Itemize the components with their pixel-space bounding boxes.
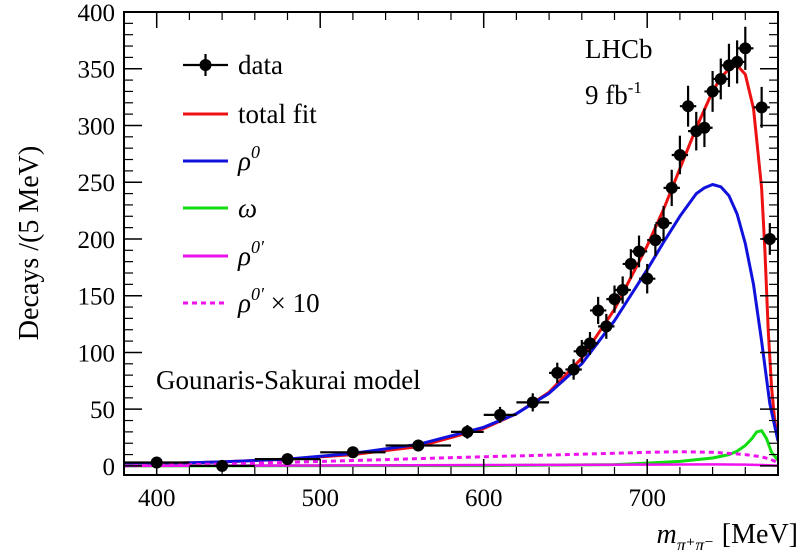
y-tick-label: 0 xyxy=(103,454,116,481)
data-point-marker xyxy=(216,459,229,472)
x-tick-label: 600 xyxy=(465,485,503,512)
data-point-marker xyxy=(608,293,621,306)
data-point xyxy=(704,71,721,112)
legend-label: ρ0 xyxy=(237,142,260,176)
data-point xyxy=(589,296,607,325)
data-point-marker xyxy=(592,304,605,317)
data-point-marker xyxy=(714,72,727,85)
data-point xyxy=(696,108,713,148)
data-point-marker xyxy=(346,446,359,459)
data-point-marker xyxy=(494,408,507,421)
data-point xyxy=(254,453,321,466)
series-rhoprime10-line xyxy=(124,450,778,468)
legend-symbol-marker xyxy=(199,59,212,71)
data-point-marker xyxy=(624,257,637,270)
series-rho-line xyxy=(124,183,778,467)
legend-item-rhoprime: ρ0′ xyxy=(183,237,265,271)
data-point xyxy=(647,224,664,256)
legend: data total fit ρ0 ω ρ0′ ρ0′ × 10 xyxy=(183,50,320,318)
data-point xyxy=(189,459,255,472)
data-point-marker xyxy=(281,453,294,466)
y-tick-label: 200 xyxy=(78,227,116,254)
x-axis-title: mπ⁺π⁻ [MeV] xyxy=(657,519,798,550)
data-point xyxy=(320,446,386,459)
data-point xyxy=(679,85,697,127)
data-point xyxy=(671,135,689,175)
experiment-label: LHCb xyxy=(585,34,653,64)
data-point xyxy=(565,359,582,380)
data-points xyxy=(124,26,778,472)
legend-label: ρ0′ xyxy=(237,237,265,271)
legend-label: data xyxy=(238,50,283,80)
data-point-marker xyxy=(673,148,686,161)
data-point-marker xyxy=(706,85,719,98)
y-axis-title: Decays /(5 MeV) xyxy=(14,146,45,340)
model-label: Gounaris-Sakurai model xyxy=(156,365,421,395)
legend-label: ω xyxy=(238,193,257,223)
y-tick-label: 400 xyxy=(78,0,116,27)
luminosity-label: 9 fb-1 xyxy=(585,78,642,110)
data-point xyxy=(385,439,451,452)
data-point-marker xyxy=(731,55,744,68)
legend-label: total fit xyxy=(238,99,317,129)
data-point-marker xyxy=(698,121,711,134)
data-point-marker xyxy=(616,284,629,297)
data-point-marker xyxy=(583,337,596,350)
data-point xyxy=(549,362,566,384)
data-point-marker xyxy=(649,234,662,247)
data-point xyxy=(516,393,550,412)
series-rhoprime-line xyxy=(124,463,778,468)
data-point xyxy=(483,406,517,423)
data-point xyxy=(630,235,648,268)
data-point xyxy=(622,249,640,279)
data-point-marker xyxy=(682,100,695,113)
legend-item-data: data xyxy=(183,50,283,80)
data-point-marker xyxy=(551,366,564,379)
data-point-marker xyxy=(739,42,752,55)
data-point-marker xyxy=(657,217,670,230)
data-point-marker xyxy=(665,181,678,194)
legend-item-rho: ρ0 xyxy=(183,142,260,176)
legend-item-total: total fit xyxy=(183,99,317,129)
y-tick-label: 100 xyxy=(78,340,116,367)
data-point-marker xyxy=(600,320,613,333)
axis-ticks: 400 500 600 700 0 50 100 150 200 250 300 350 400 xyxy=(78,0,779,512)
data-point xyxy=(663,169,680,207)
data-point xyxy=(606,285,623,313)
y-tick-label: 250 xyxy=(78,170,116,197)
data-point-marker xyxy=(567,363,580,376)
data-point xyxy=(753,86,770,128)
data-point-marker xyxy=(526,396,539,409)
x-tick-label: 500 xyxy=(301,485,339,512)
x-tick-label: 400 xyxy=(138,485,176,512)
y-tick-label: 150 xyxy=(78,284,116,311)
data-point-marker xyxy=(461,425,474,438)
series-total-line xyxy=(124,63,778,467)
y-tick-label: 50 xyxy=(90,397,115,424)
x-tick-label: 700 xyxy=(628,485,666,512)
data-point-marker xyxy=(755,101,768,114)
y-tick-label: 300 xyxy=(78,113,116,140)
legend-label: ρ0′ × 10 xyxy=(237,284,320,318)
data-point-marker xyxy=(412,439,425,452)
data-point xyxy=(598,313,615,339)
legend-item-omega: ω xyxy=(183,193,257,223)
data-point xyxy=(737,26,754,70)
data-point xyxy=(639,263,656,294)
data-point-marker xyxy=(633,245,646,258)
legend-item-rhoprime10: ρ0′ × 10 xyxy=(183,284,320,318)
data-point xyxy=(451,425,484,439)
data-point xyxy=(581,332,599,355)
y-tick-label: 350 xyxy=(78,57,116,84)
plot-frame xyxy=(123,11,779,476)
data-point xyxy=(655,206,672,241)
series-layer xyxy=(124,63,778,468)
data-point xyxy=(614,276,631,304)
data-point-marker xyxy=(641,272,654,285)
data-point-marker xyxy=(575,345,588,358)
